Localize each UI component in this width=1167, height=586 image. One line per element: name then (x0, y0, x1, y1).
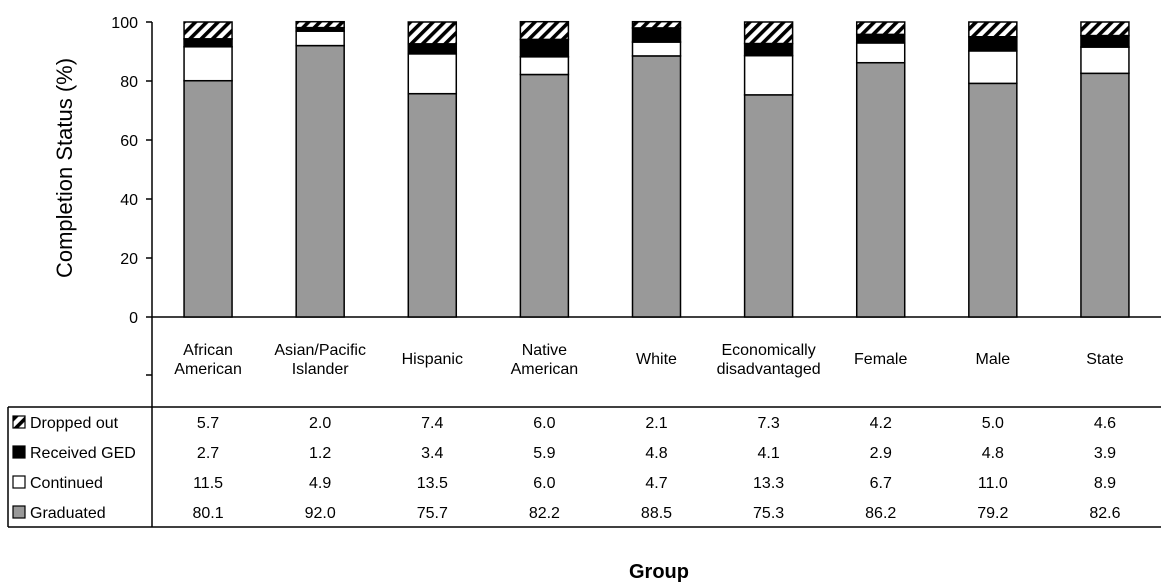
bar-segment-graduated (855, 61, 906, 318)
bar-segment-received-ged (407, 43, 458, 55)
legend-swatch-dropped-out (12, 415, 26, 429)
legend-label-graduated: Graduated (30, 505, 106, 522)
table-cell: 3.4 (421, 445, 443, 462)
table-cell: 4.8 (645, 445, 667, 462)
bar-segment-dropped-out (855, 21, 906, 36)
y-axis-title: Completion Status (%) (52, 58, 77, 278)
bar-segment-graduated (968, 82, 1018, 318)
bar-segment-continued (295, 30, 345, 47)
bar-segment-continued (183, 46, 233, 82)
category-label: Hispanic (402, 351, 463, 368)
table-cell: 11.5 (193, 475, 223, 492)
bar-segment-continued (743, 54, 794, 96)
category-label: Male (975, 351, 1010, 368)
table-cell: 4.2 (870, 415, 892, 432)
bar-segment-dropped-out (407, 21, 458, 45)
table-cell: 6.7 (870, 475, 892, 492)
bar-segment-continued (407, 53, 458, 95)
bar-segment-graduated (295, 44, 345, 318)
table-cell: 6.0 (533, 415, 555, 432)
bar-segment-continued (519, 56, 570, 76)
bar-segment-graduated (407, 92, 458, 318)
y-tick-label: 100 (111, 15, 138, 32)
bar-segment-received-ged (855, 33, 906, 44)
category-label: State (1086, 351, 1123, 368)
y-tick-label: 80 (120, 74, 138, 91)
table-cell: 2.9 (870, 445, 892, 462)
bar-segment-dropped-out (968, 21, 1018, 38)
legend-label-continued: Continued (30, 475, 103, 492)
bar-segment-continued (631, 41, 682, 57)
category-label: White (636, 351, 677, 368)
y-tick-label: 20 (120, 251, 138, 268)
table-cell: 7.3 (757, 415, 779, 432)
legend-swatch-received-ged (12, 445, 26, 459)
table-cell: 79.2 (977, 505, 1008, 522)
y-tick-label: 0 (129, 310, 138, 327)
table-cell: 5.7 (197, 415, 219, 432)
category-label: Asian/Pacific Islander (274, 342, 366, 378)
bar-segment-received-ged (968, 36, 1018, 52)
bar-segment-graduated (743, 94, 794, 318)
bar-segment-continued (855, 42, 906, 64)
bar-segment-received-ged (519, 38, 570, 58)
category-label: Economically disadvantaged (717, 342, 821, 378)
table-cell: 7.4 (421, 415, 443, 432)
bar-segment-received-ged (743, 42, 794, 57)
y-tick-label: 40 (120, 192, 138, 209)
table-cell: 92.0 (305, 505, 336, 522)
bar-segment-dropped-out (1080, 21, 1130, 37)
table-cell: 1.2 (309, 445, 331, 462)
bar-segment-graduated (183, 79, 233, 318)
table-cell: 3.9 (1094, 445, 1116, 462)
bar-segment-continued (1080, 46, 1130, 75)
table-cell: 75.3 (753, 505, 784, 522)
table-cell: 13.5 (417, 475, 448, 492)
bar-segment-graduated (1080, 72, 1130, 318)
table-cell: 4.7 (645, 475, 667, 492)
table-cell: 5.0 (982, 415, 1004, 432)
table-cell: 75.7 (417, 505, 448, 522)
table-cell: 82.6 (1089, 505, 1120, 522)
bar-segment-received-ged (183, 38, 233, 48)
bar-segment-graduated (519, 73, 570, 318)
table-cell: 2.1 (645, 415, 667, 432)
x-axis-title: Group (629, 561, 689, 583)
bar-segment-dropped-out (183, 21, 233, 40)
table-cell: 4.9 (309, 475, 331, 492)
table-cell: 8.9 (1094, 475, 1116, 492)
table-cell: 82.2 (529, 505, 560, 522)
table-cell: 11.0 (978, 475, 1008, 492)
table-cell: 4.6 (1094, 415, 1116, 432)
table-cell: 6.0 (533, 475, 555, 492)
category-label: Native American (511, 342, 579, 378)
table-cell: 88.5 (641, 505, 672, 522)
legend-swatch-continued (12, 475, 26, 489)
bar-segment-dropped-out (631, 20, 682, 29)
table-cell: 4.8 (982, 445, 1004, 462)
table-cell: 5.9 (533, 445, 555, 462)
bar-segment-received-ged (1080, 34, 1130, 48)
bar-segment-dropped-out (743, 21, 794, 45)
bar-segment-dropped-out (519, 20, 570, 41)
legend-label-received-ged: Received GED (30, 445, 136, 462)
category-label: Female (854, 351, 907, 368)
bar-segment-graduated (631, 55, 682, 318)
bar-segment-received-ged (631, 27, 682, 43)
bar-segment-dropped-out (295, 20, 345, 29)
legend-swatch-graduated (12, 505, 26, 519)
table-cell: 86.2 (865, 505, 896, 522)
bar-segment-continued (968, 50, 1018, 85)
table-cell: 4.1 (757, 445, 779, 462)
table-cell: 80.1 (192, 505, 223, 522)
table-cell: 13.3 (753, 475, 784, 492)
y-tick-label: 60 (120, 133, 138, 150)
category-label: African American (174, 342, 242, 378)
table-cell: 2.0 (309, 415, 331, 432)
legend-label-dropped-out: Dropped out (30, 415, 119, 432)
table-cell: 2.7 (197, 445, 219, 462)
